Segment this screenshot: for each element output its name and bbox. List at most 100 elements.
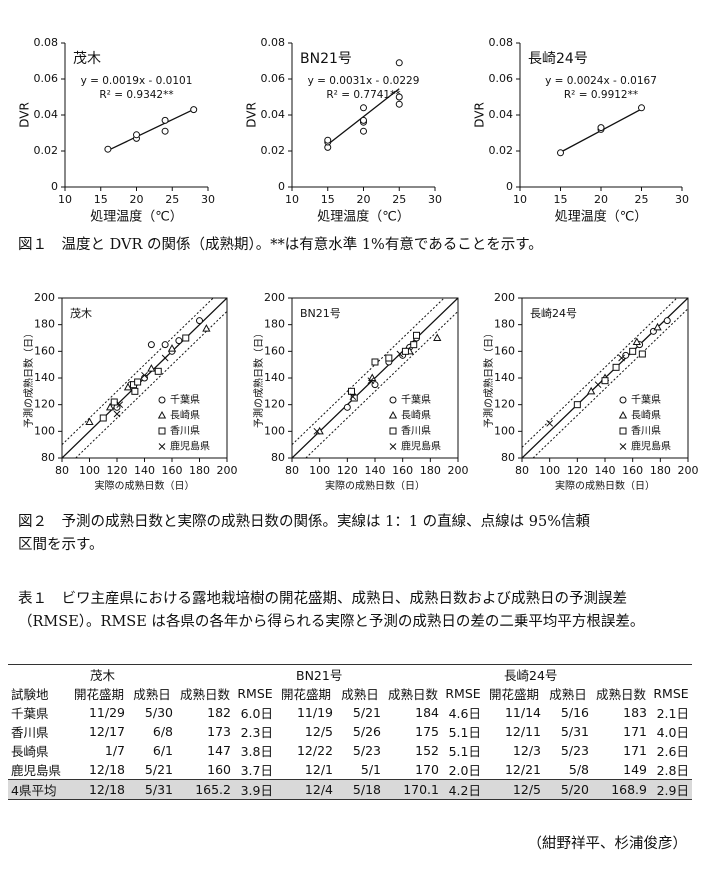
table-cell: RMSE — [237, 686, 273, 701]
x-tick-label: 10 — [58, 193, 72, 206]
point — [629, 347, 637, 355]
table-cell: 175 — [415, 724, 439, 739]
table-cell: 5/26 — [352, 724, 381, 739]
figures: 10 15 20 25 30 0 0.02 0.04 0.06 0.08 処理温度（℃） DVR 茂木 y… — [18, 36, 699, 492]
x-axis-label: 処理温度（℃） — [317, 209, 410, 225]
legend-label: 千葉県 — [401, 393, 431, 406]
figure1-caption: 図１ 温度と DVR の関係（成熟期）。**は有意水準 1%有意であることを示す… — [18, 237, 543, 253]
chart-title: 茂木 — [70, 306, 92, 320]
x-tick-label: 10 — [285, 193, 299, 206]
table-row: 試験地 開花盛期 成熟日 成熟日数 RMSE 開花盛期 成熟日 成熟日数 RMSE 開花盛期 成熟日… — [8, 684, 692, 703]
table-cell: 170.1 — [384, 779, 442, 800]
table-cell: RMSE — [445, 686, 481, 701]
point — [371, 358, 379, 366]
x-tick-label: 120 — [337, 464, 358, 477]
legend-marker — [389, 396, 397, 404]
table-cell: 2.9日 — [650, 779, 692, 800]
table-row: 茂木 BN21号 長崎24号 — [8, 664, 692, 684]
table-cell: 5/21 — [144, 762, 173, 777]
x-tick-label: 100 — [539, 464, 560, 477]
table-cell: 12/11 — [504, 724, 541, 739]
x-tick-label: 15 — [94, 193, 108, 206]
x-tick-label: 25 — [635, 193, 649, 206]
annotation: y = 0.0019x - 0.0101 — [81, 75, 193, 87]
legend-marker — [389, 443, 397, 450]
legend-marker — [158, 443, 166, 450]
x-tick-label: 15 — [554, 193, 568, 206]
legend-marker — [389, 427, 397, 435]
annotation: y = 0.0024x - 0.0167 — [545, 75, 657, 87]
y-tick-label: 160 — [264, 344, 285, 357]
legend-label: 鹿児島県 — [631, 440, 671, 453]
table-cell: 12/5 — [304, 724, 333, 739]
table-cell: 12/4 — [276, 779, 336, 800]
table-cell: 12/17 — [88, 724, 125, 739]
legend-label: 鹿児島県 — [401, 440, 441, 453]
point — [395, 100, 403, 108]
caption-line: （RMSE）。RMSE は各県の各年から得られる実際と予測の成熟日の差の二乗平均… — [18, 614, 645, 630]
y-tick-label: 0.04 — [261, 108, 286, 121]
point — [161, 341, 169, 349]
point — [638, 104, 645, 112]
y-tick-label: 0.08 — [489, 36, 514, 49]
point — [147, 341, 155, 349]
legend-label: 千葉県 — [170, 393, 200, 406]
table-cell: 11/19 — [296, 705, 333, 720]
legend-marker — [158, 427, 166, 435]
point — [546, 419, 554, 427]
point — [182, 334, 190, 342]
table-cell: 4.0日 — [656, 725, 689, 740]
point — [190, 106, 198, 114]
x-tick-label: 200 — [448, 464, 469, 477]
table-cell: 4県平均 — [8, 779, 70, 800]
legend-marker — [158, 396, 166, 404]
point — [632, 337, 641, 345]
table-cell: 5.1日 — [448, 744, 481, 759]
table-cell: 1/7 — [104, 743, 125, 758]
table-cell: 開花盛期 — [488, 687, 539, 702]
x-tick-label: 20 — [357, 193, 371, 206]
x-tick-label: 180 — [420, 464, 441, 477]
point — [601, 377, 609, 385]
table-cell: 5/23 — [560, 743, 589, 758]
table-cell: 3.8日 — [240, 744, 273, 759]
point — [196, 317, 203, 325]
legend-label: 鹿児島県 — [170, 440, 210, 453]
x-axis-label: 実際の成熟日数（日） — [325, 479, 425, 492]
legend-label: 長崎県 — [631, 409, 661, 422]
reference-line — [327, 88, 400, 146]
table-cell: 152 — [415, 743, 439, 758]
table-cell: 成熟日 — [549, 687, 587, 702]
table-cell: 5/16 — [560, 705, 589, 720]
x-tick-label: 100 — [79, 464, 100, 477]
point — [134, 378, 142, 386]
table-cell: 2.1日 — [656, 706, 689, 721]
point — [597, 124, 605, 132]
table-cell: 5/23 — [352, 743, 381, 758]
point — [123, 382, 133, 391]
table-cell: 12/18 — [70, 779, 128, 800]
chart-title: 茂木 — [73, 50, 101, 67]
point — [349, 393, 357, 401]
table-cell: 茂木 — [70, 664, 276, 684]
table-cell: 5/30 — [144, 705, 173, 720]
table-cell: 168.9 — [592, 779, 650, 800]
table-row: 4県平均 12/18 5/31 165.2 3.9日 12/4 5/18 170.1 4.2日 1… — [8, 779, 692, 800]
y-tick-label: 120 — [494, 398, 515, 411]
chart-title: BN21号 — [300, 51, 352, 67]
table1-caption: 表１ ビワ主産県における露地栽培樹の開花盛期、成熟日、成熟日数および成熟日の予測… — [18, 588, 644, 634]
x-tick-label: 180 — [650, 464, 671, 477]
point — [147, 364, 156, 372]
y-tick-label: 0.08 — [34, 36, 59, 49]
point — [161, 116, 169, 124]
point — [360, 127, 367, 135]
y-tick-label: 180 — [34, 318, 55, 331]
table-cell: 試験地 — [11, 687, 49, 702]
table-cell: 12/21 — [504, 762, 541, 777]
table-cell: 成熟日数 — [595, 687, 646, 702]
table-cell: 千葉県 — [11, 706, 49, 721]
y-tick-label: 160 — [34, 344, 55, 357]
table-cell: 成熟日 — [341, 687, 379, 702]
table-cell: 3.7日 — [240, 763, 273, 778]
